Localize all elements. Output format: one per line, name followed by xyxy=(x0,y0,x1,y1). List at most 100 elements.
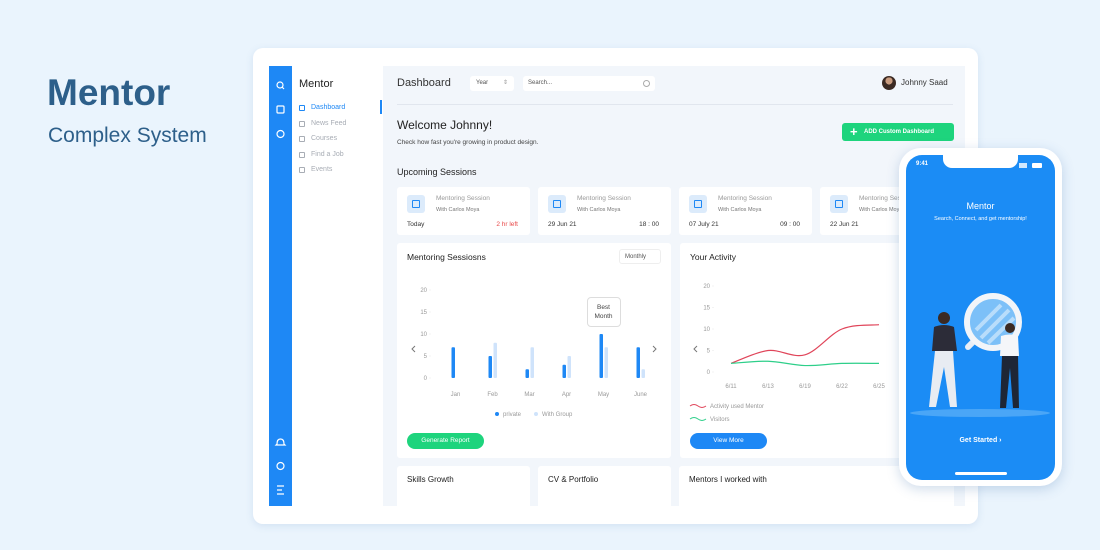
session-date: Today xyxy=(407,221,425,228)
y-tick-label: 5 xyxy=(424,354,428,360)
session-card[interactable]: Mentoring Session With Carlos Moya Today 2 … xyxy=(397,187,530,235)
session-mentor: With Carlos Moya xyxy=(859,207,903,213)
session-title: Mentoring Session xyxy=(859,195,913,202)
bar xyxy=(493,342,497,378)
search-placeholder: Search... xyxy=(528,80,553,86)
nav-active-bar xyxy=(380,100,382,114)
session-title: Mentoring Session xyxy=(436,195,490,202)
session-title: Mentoring Session xyxy=(718,195,772,202)
chart: 0 5 10 15 20 Jan Feb Mar Apr May June private With G… xyxy=(411,288,657,418)
y-tick-label: 0 xyxy=(424,376,428,382)
add-dashboard-button[interactable]: + ADD Custom Dashboard xyxy=(842,123,954,141)
calendar-glyph xyxy=(694,200,702,208)
chart-button[interactable]: View More xyxy=(690,433,767,449)
illustration xyxy=(910,163,1050,417)
main: Dashboard Year ⇕ Search... Johnny Saad Welcom… xyxy=(383,66,965,506)
phone-time: 9:41 xyxy=(916,161,929,167)
bar xyxy=(488,356,492,378)
search-icon xyxy=(643,80,650,87)
bottom-card-title: Skills Growth xyxy=(407,475,454,484)
legend-label: private xyxy=(503,412,522,418)
bar xyxy=(525,369,529,378)
chevron-right xyxy=(652,345,657,353)
x-tick-label: 6/22 xyxy=(836,384,848,390)
session-card[interactable]: Mentoring Session With Carlos Moya 29 Jun … xyxy=(538,187,671,235)
icon-strip xyxy=(269,66,292,506)
session-mentor: With Carlos Moya xyxy=(436,207,480,213)
legend-dot xyxy=(495,412,499,416)
chart-panel: Mentoring Sessiosns 0 5 10 15 20 Jan Feb Mar Apr M… xyxy=(397,243,671,458)
session-time: 18 : 00 xyxy=(639,221,659,228)
nav-icon xyxy=(299,167,305,174)
y-tick-label: 10 xyxy=(703,327,710,333)
phone-tagline: Search, Connect, and get mentorship! xyxy=(934,216,1027,222)
legend-label: With Group xyxy=(542,412,573,418)
bar xyxy=(567,356,571,378)
chart-title: Your Activity xyxy=(690,252,736,262)
brand-subtitle: Complex System xyxy=(48,124,207,147)
x-tick-label: May xyxy=(598,392,609,398)
nav-icon xyxy=(299,151,305,158)
nav-item[interactable]: Find a Job xyxy=(311,150,344,158)
legend-swatch xyxy=(689,404,707,408)
calendar-icon xyxy=(830,195,848,213)
session-date: 22 Jun 21 xyxy=(830,221,859,228)
search-box[interactable]: Search... xyxy=(523,76,655,91)
phone-screen: 9:41 Mentor Search, Connect, and get mento… xyxy=(906,155,1055,480)
x-tick-label: Feb xyxy=(487,392,498,398)
line xyxy=(730,324,880,364)
bottom-card: CV & Portfolio xyxy=(538,466,671,506)
year-label: Year xyxy=(476,80,489,86)
calendar-icon xyxy=(548,195,566,213)
session-card[interactable]: Mentoring Session With Carlos Moya 07 July… xyxy=(679,187,812,235)
x-tick-label: June xyxy=(634,392,648,398)
y-tick-label: 15 xyxy=(420,310,427,316)
x-tick-label: Mar xyxy=(524,392,534,398)
bar xyxy=(641,369,645,378)
y-tick-label: 5 xyxy=(707,349,711,355)
plus-icon: + xyxy=(850,124,858,139)
nav-item[interactable]: Courses xyxy=(311,135,338,143)
y-tick-label: 20 xyxy=(703,284,710,290)
get-started[interactable]: Get Started › xyxy=(959,437,1002,444)
bottom-card-title: Mentors I worked with xyxy=(689,475,767,484)
notch xyxy=(943,155,1018,168)
button-label: ADD Custom Dashboard xyxy=(864,129,935,135)
session-mentor: With Carlos Moya xyxy=(577,207,621,213)
legend-label: Activity used Mentor xyxy=(710,404,764,410)
nav-item[interactable]: Events xyxy=(311,166,333,174)
screen: Mentor Dashboard News Feed Courses Find a Jo… xyxy=(269,66,965,506)
page-title: Dashboard xyxy=(397,77,451,89)
x-tick-label: 6/25 xyxy=(873,384,885,390)
bar xyxy=(562,364,566,378)
bar xyxy=(599,334,603,378)
brand-title: Mentor xyxy=(47,72,171,113)
user-name[interactable]: Johnny Saad xyxy=(901,78,948,87)
chart-title: Mentoring Sessiosns xyxy=(407,252,486,262)
legend-label: Visitors xyxy=(710,417,730,423)
year-select[interactable]: Year ⇕ xyxy=(470,76,514,91)
x-tick-label: Jan xyxy=(451,392,461,398)
bottom-card: Skills Growth xyxy=(397,466,530,506)
chevron-left xyxy=(411,345,416,353)
y-tick-label: 10 xyxy=(420,332,427,338)
bar xyxy=(636,347,640,378)
annotation: Best Month xyxy=(586,297,621,327)
legend-dot xyxy=(534,412,538,416)
session-date: 07 July 21 xyxy=(689,221,719,228)
y-tick-label: 0 xyxy=(707,370,711,376)
nav-icon xyxy=(299,105,305,111)
phone-title: Mentor xyxy=(966,201,995,211)
chart-button[interactable]: Generate Report xyxy=(407,433,484,449)
bar xyxy=(451,347,455,378)
section-title: Upcoming Sessions xyxy=(397,167,477,177)
nav-item[interactable]: Dashboard xyxy=(311,104,346,111)
x-tick-label: 6/13 xyxy=(762,384,774,390)
filter-select[interactable]: Monthly xyxy=(619,249,661,264)
calendar-icon xyxy=(689,195,707,213)
bottom-card-title: CV & Portfolio xyxy=(548,475,599,484)
nav-item[interactable]: News Feed xyxy=(311,119,347,127)
welcome-subtitle: Check how fast you're growing in product… xyxy=(397,139,539,146)
session-time: 09 : 00 xyxy=(780,221,800,228)
